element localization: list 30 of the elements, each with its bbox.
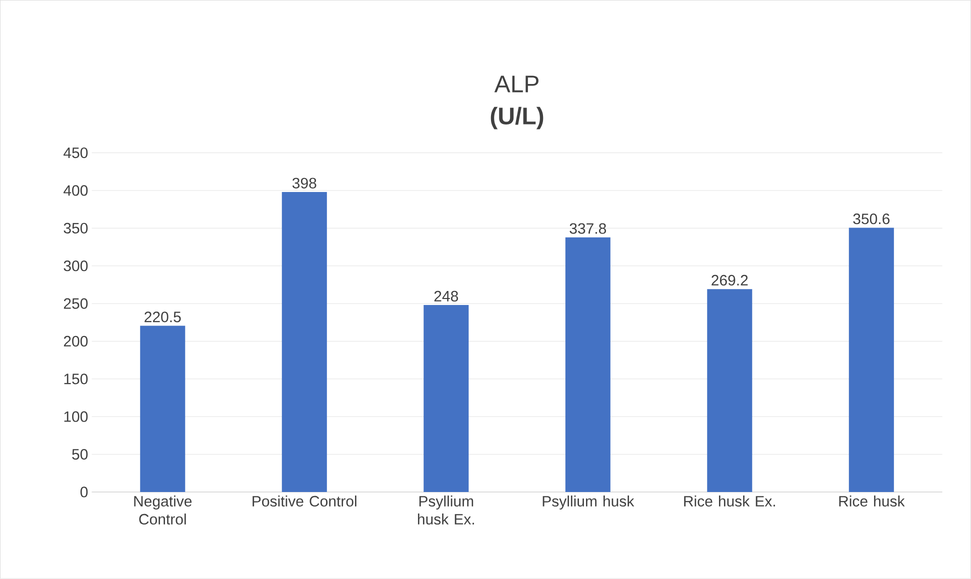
- data-label: 220.5: [144, 312, 181, 322]
- data-label: 269.2: [712, 275, 748, 286]
- y-tick-label: 150: [64, 374, 88, 384]
- y-tick-label: 450: [64, 148, 88, 158]
- x-tick-label: Rice husk Ex.: [684, 496, 775, 507]
- y-tick-label: 100: [64, 411, 88, 422]
- y-tick-label: 350: [64, 222, 88, 234]
- y-tick-label: 300: [64, 260, 88, 272]
- x-tick-label: Positive Control: [252, 496, 356, 507]
- bar: [282, 192, 327, 492]
- bar: [424, 305, 469, 492]
- bar: [565, 237, 610, 492]
- data-label: 398: [292, 178, 316, 189]
- y-tick-label: 250: [64, 298, 88, 309]
- data-label: 337.8: [570, 223, 606, 234]
- y-tick-label: 0: [80, 486, 88, 498]
- bar: [707, 289, 752, 492]
- x-tick-label: Negative Control: [134, 496, 192, 525]
- y-tick-label: 200: [64, 336, 88, 347]
- y-tick-label: 400: [64, 185, 88, 196]
- x-tick-label: Rice husk: [839, 496, 905, 507]
- bar: [848, 228, 894, 492]
- chart-subtitle: (U/L): [490, 106, 544, 130]
- x-tick-label: Psyllium husk Ex.: [418, 496, 474, 525]
- y-tick-label: 50: [72, 449, 88, 460]
- data-label: 248: [434, 291, 458, 302]
- bar: [140, 326, 186, 492]
- chart-title: ALP: [494, 76, 538, 92]
- data-label: 350.6: [853, 214, 890, 224]
- x-tick-label: Psyllium husk: [542, 496, 634, 510]
